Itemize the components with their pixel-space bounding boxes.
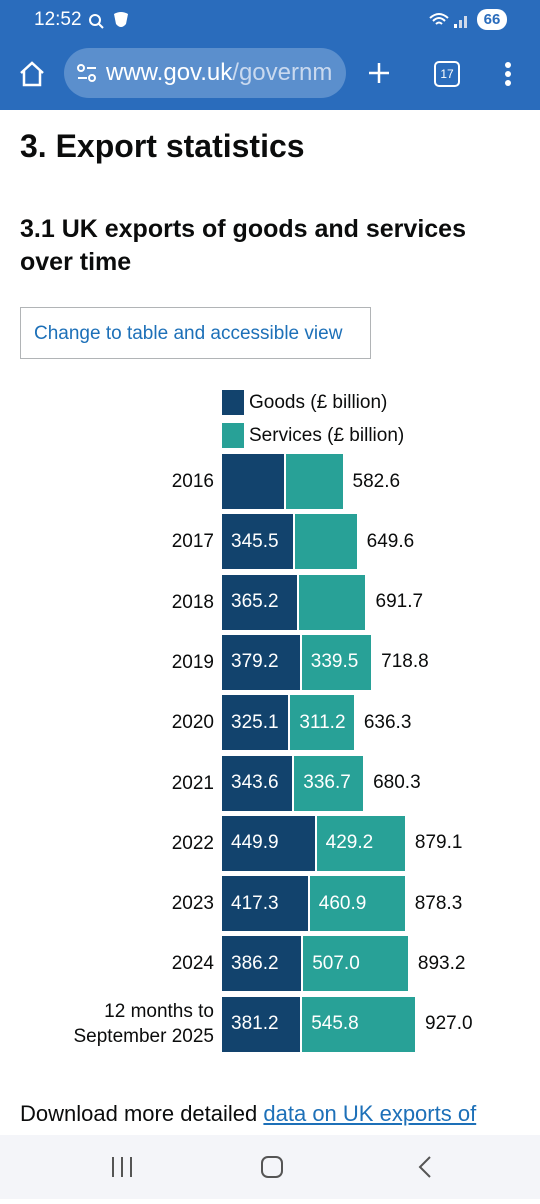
url-path: /governm	[232, 59, 333, 86]
bar-value-label: 429.2	[325, 832, 374, 854]
new-tab-button[interactable]	[366, 60, 392, 86]
total-label: 878.3	[414, 892, 463, 914]
table-view-button[interactable]: Change to table and accessible view	[20, 307, 371, 359]
url: www.gov.uk/governm	[106, 59, 332, 87]
heading: 3. Export statistics	[20, 128, 305, 164]
bar-segment	[316, 815, 407, 871]
menu-button[interactable]	[500, 60, 516, 88]
bar-segment	[222, 634, 302, 690]
bar-value-label: 365.2	[231, 591, 279, 613]
bar-segment	[294, 514, 359, 570]
bar-segment	[290, 695, 356, 751]
signal-icons	[429, 13, 467, 28]
home-button[interactable]	[18, 60, 46, 88]
url-host: www.gov.uk	[106, 59, 233, 86]
site-info-icon[interactable]	[76, 63, 98, 83]
bar-value-label: 379.2	[231, 651, 279, 673]
footer-text-plain: Download more detailed	[20, 1101, 258, 1126]
subheading: 3.1 UK exports of goods and services ove…	[20, 215, 466, 276]
category-label: 2022	[171, 832, 214, 854]
legend-label: Services (£ billion)	[249, 425, 405, 446]
total-label: 718.8	[381, 651, 429, 673]
bar-value-label: 325.1	[231, 711, 279, 733]
nav-icons	[112, 1156, 431, 1178]
legend-label: Goods (£ billion)	[249, 392, 388, 413]
category-label: 2017	[171, 531, 214, 553]
bar-segment	[222, 876, 310, 932]
bar-segment	[222, 936, 304, 992]
bar-segment	[222, 815, 317, 871]
category-label: 2020	[171, 712, 214, 734]
bar-value-label: 460.9	[318, 892, 367, 914]
category-label: 2016	[171, 471, 214, 492]
back-button[interactable]	[418, 1156, 431, 1178]
bar-segment	[222, 454, 287, 509]
bar-segment	[222, 574, 299, 630]
legend-swatch	[222, 390, 244, 415]
legend-swatch	[222, 423, 244, 448]
bar-segment	[222, 514, 295, 570]
bar-segment	[222, 755, 295, 811]
total-label: 636.3	[363, 711, 412, 733]
total-label: 927.0	[425, 1013, 473, 1035]
battery: 66	[477, 9, 507, 30]
total-label: 680.3	[373, 772, 421, 793]
category-label: 2019	[171, 651, 214, 673]
bar-segment	[303, 936, 410, 992]
tab-count[interactable]: 17	[434, 61, 460, 87]
total-label: 691.7	[375, 591, 424, 613]
nav-bar	[0, 1135, 540, 1199]
bar-value-label: 417.3	[231, 892, 279, 914]
bar-value-label: 345.5	[231, 530, 279, 552]
bar-value-label: 386.2	[231, 952, 279, 974]
bar-segment	[309, 876, 407, 932]
total-label: 879.1	[414, 832, 463, 854]
category-label: 2024	[171, 953, 214, 975]
bar-value-label: 449.9	[231, 832, 279, 854]
footer-link[interactable]: data on UK exports of	[263, 1101, 477, 1126]
bar-value-label: 336.7	[303, 772, 351, 793]
bar-value-label: 545.8	[311, 1013, 359, 1035]
bar-segment	[222, 996, 303, 1052]
recent-apps-button[interactable]	[112, 1157, 132, 1177]
bar-value-label: 507.0	[312, 952, 360, 974]
status-time: 12:52	[34, 9, 82, 30]
chart: Goods (£ billion) Services (£ billion) 201…	[73, 390, 473, 1052]
total-label: 649.6	[366, 530, 415, 552]
bar-value-label: 311.2	[299, 711, 346, 733]
category-label: 2023	[171, 893, 214, 915]
category-label: 2021	[171, 772, 214, 794]
browser-chrome: 12:52 66 www.gov.uk/governm 17	[0, 0, 540, 110]
category-label: 12 months to September 2025	[73, 1001, 215, 1048]
bar-value-label: 339.5	[310, 651, 359, 673]
bar-segment	[302, 996, 417, 1052]
footer-text: Download more detailed data on UK export…	[20, 1101, 540, 1127]
category-label: 2018	[171, 591, 214, 613]
address-bar[interactable]: www.gov.uk/governm	[64, 48, 346, 98]
total-label: 582.6	[352, 470, 401, 492]
bar-value-label: 381.2	[231, 1013, 279, 1035]
bar-segment	[286, 454, 345, 509]
bar-segment	[301, 634, 374, 690]
status-icons	[89, 12, 128, 29]
total-label: 893.2	[417, 952, 466, 974]
bar-segment	[298, 574, 368, 630]
bar-segment	[294, 755, 366, 811]
home-nav-button[interactable]	[261, 1156, 283, 1178]
bar-segment	[222, 695, 291, 751]
bar-value-label: 343.6	[231, 772, 279, 793]
